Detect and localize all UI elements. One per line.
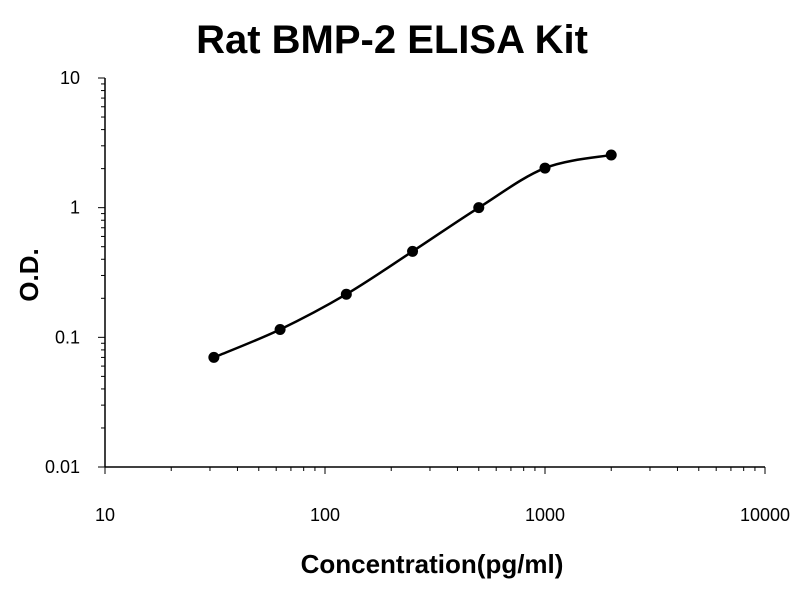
data-point bbox=[473, 202, 485, 214]
data-point bbox=[274, 323, 286, 335]
x-tick-label: 1000 bbox=[525, 505, 565, 525]
data-point bbox=[340, 288, 352, 300]
x-tick-label: 10 bbox=[95, 505, 115, 525]
data-point bbox=[208, 351, 220, 363]
x-tick-label: 10000 bbox=[740, 505, 790, 525]
y-tick-label: 0.01 bbox=[45, 457, 80, 477]
chart-title: Rat BMP-2 ELISA Kit bbox=[196, 18, 588, 62]
x-tick-label: 100 bbox=[310, 505, 340, 525]
y-tick-label: 1 bbox=[70, 198, 80, 218]
data-point bbox=[407, 245, 419, 257]
y-tick-label: 10 bbox=[60, 68, 80, 88]
plot-area: 0.01 0.1 1 10 10 100 1000 10000 bbox=[45, 68, 790, 525]
x-axis-label: Concentration(pg/ml) bbox=[301, 549, 564, 579]
y-axis-label: O.D. bbox=[14, 248, 44, 301]
y-tick-label: 0.1 bbox=[55, 327, 80, 347]
data-point bbox=[605, 149, 617, 161]
data-point bbox=[539, 162, 551, 174]
